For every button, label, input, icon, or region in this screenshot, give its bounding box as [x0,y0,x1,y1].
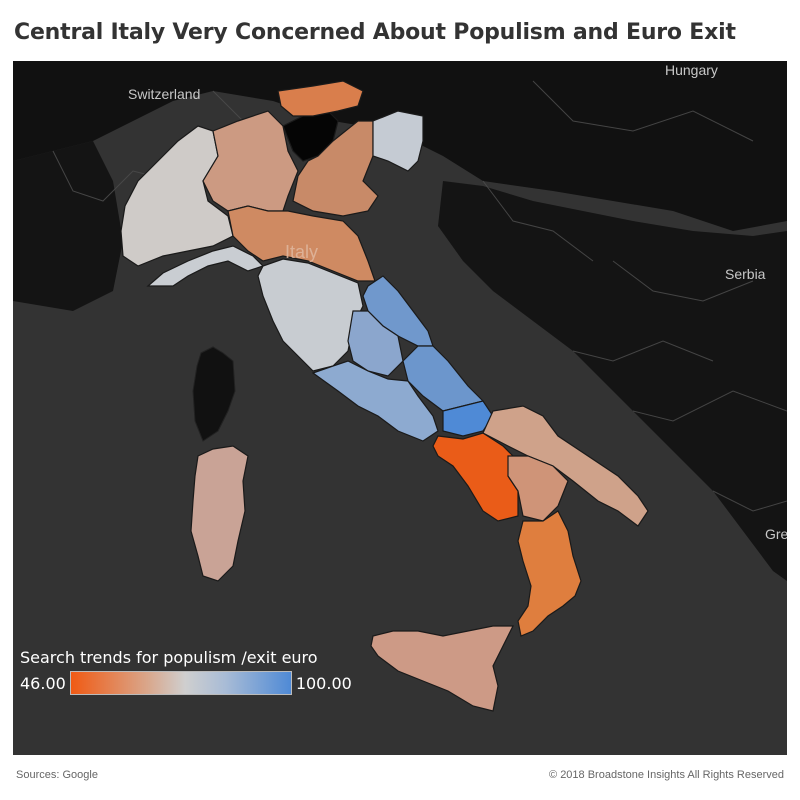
legend-scale: 46.00 100.00 [20,671,352,695]
legend-gradient-bar[interactable] [69,671,292,695]
corsica [192,346,236,442]
source-note: Sources: Google [16,769,98,781]
balkans-land [438,181,787,581]
label-serbia: Serbia [725,266,766,282]
region-calabria[interactable] [517,510,582,637]
region-sicily[interactable] [370,625,514,712]
alps-land [13,61,787,231]
region-friuli[interactable] [372,110,424,172]
regions [120,80,649,712]
italy-choropleth: Switzerland Hungary Serbia Gre Italy [13,61,787,755]
region-apulia[interactable] [482,405,649,527]
region-basilicata[interactable] [507,455,569,522]
region-umbria[interactable] [347,310,404,377]
map-canvas[interactable]: Switzerland Hungary Serbia Gre Italy [13,61,787,755]
legend-title: Search trends for populism /exit euro [20,648,318,667]
color-legend: Search trends for populism /exit euro 46… [20,648,352,695]
label-greece: Gre [765,526,787,542]
label-switzerland: Switzerland [128,86,200,102]
legend-max: 100.00 [295,673,352,693]
region-sardinia[interactable] [190,445,249,582]
region-alto-adige[interactable] [277,80,364,117]
label-italy: Italy [285,242,318,262]
label-hungary: Hungary [665,62,718,78]
region-lazio[interactable] [311,360,439,442]
france-land [13,141,123,311]
region-campania[interactable] [432,432,519,522]
legend-min: 46.00 [20,673,66,693]
chart-title: Central Italy Very Concerned About Popul… [14,20,736,45]
copyright-note: © 2018 Broadstone Insights All Rights Re… [549,769,784,781]
region-tuscany[interactable] [257,258,364,372]
